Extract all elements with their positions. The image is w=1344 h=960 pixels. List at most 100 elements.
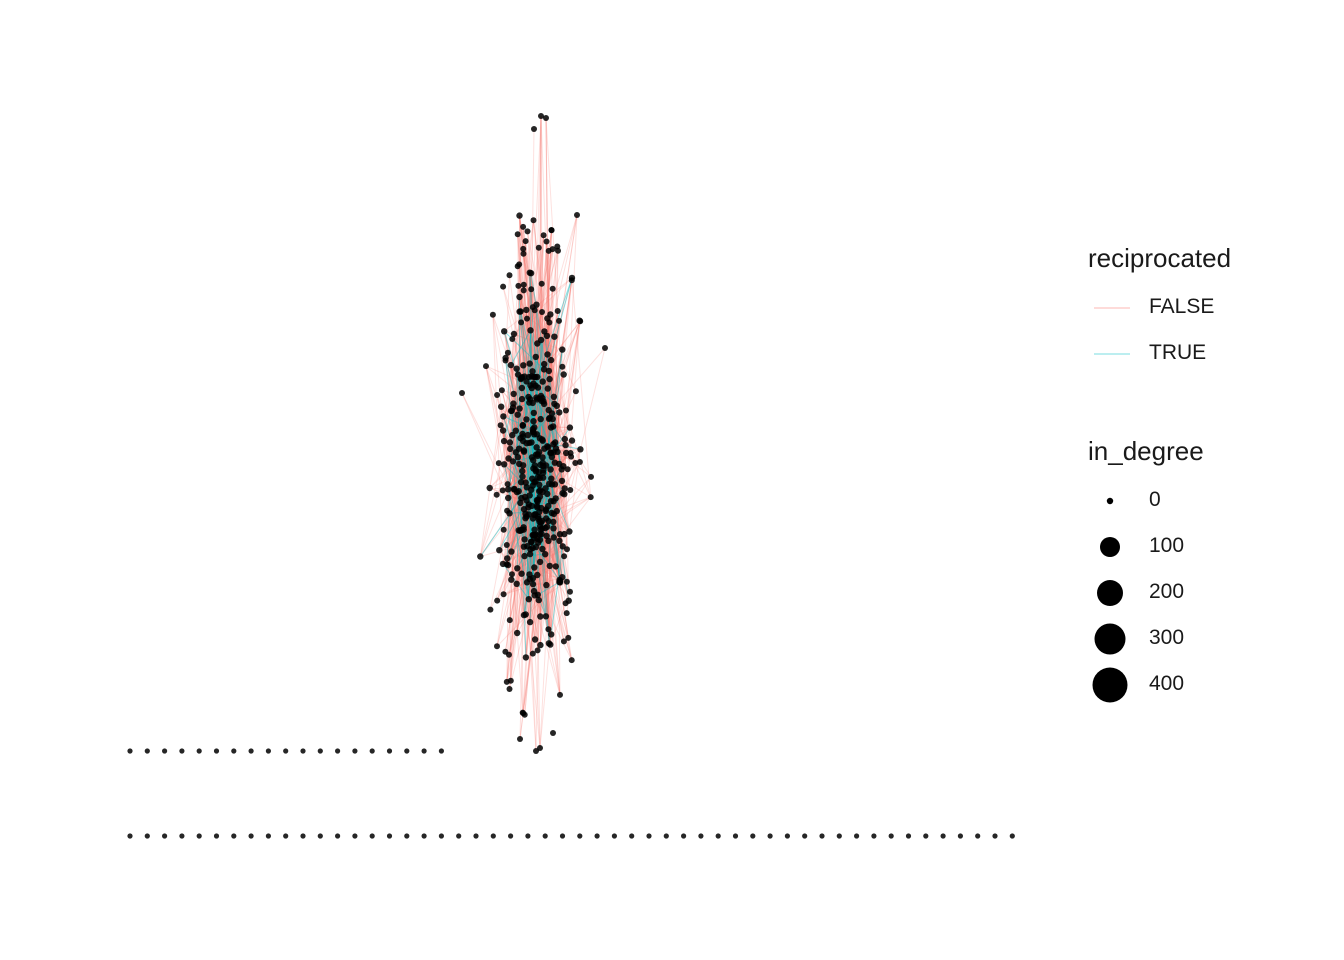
edge-unreciprocated	[529, 272, 548, 355]
edge-unreciprocated	[503, 546, 525, 595]
graph-node	[551, 333, 558, 340]
graph-node	[533, 431, 541, 438]
isolated-node	[888, 833, 894, 839]
edge-unreciprocated	[516, 311, 522, 634]
graph-node	[525, 596, 532, 603]
edge-unreciprocated	[535, 356, 551, 645]
edge-unreciprocated	[559, 469, 563, 583]
edge-unreciprocated	[506, 356, 537, 682]
edge-unreciprocated	[520, 272, 531, 531]
graph-node	[526, 439, 533, 447]
graph-node	[503, 678, 510, 685]
isolated-node	[594, 833, 600, 839]
graph-node	[568, 437, 576, 444]
isolated-node	[559, 833, 566, 839]
isolated-node	[127, 833, 133, 839]
edge-unreciprocated	[538, 463, 560, 513]
edge-unreciprocated	[541, 398, 563, 482]
isolated-node	[352, 748, 358, 754]
isolated-node	[231, 748, 237, 754]
graph-node	[547, 356, 555, 364]
edge-unreciprocated	[520, 250, 559, 379]
edge-unreciprocated	[539, 452, 567, 646]
graph-node	[563, 407, 569, 414]
graph-node	[517, 736, 523, 742]
edge-unreciprocated	[502, 220, 535, 431]
edge-unreciprocated	[529, 241, 547, 580]
graph-node	[528, 538, 535, 546]
graph-node	[508, 576, 515, 583]
graph-node	[518, 374, 526, 381]
isolated-node	[196, 748, 202, 754]
edge-reciprocated	[507, 451, 554, 490]
edge-unreciprocated	[513, 393, 517, 431]
legend-key-size-200	[1097, 580, 1123, 606]
edge-unreciprocated	[553, 336, 568, 550]
graph-node	[560, 371, 567, 378]
graph-node	[543, 532, 550, 540]
edge-unreciprocated	[532, 371, 566, 440]
edge-unreciprocated	[556, 451, 561, 695]
edge-reciprocated	[538, 339, 542, 485]
graph-node	[556, 317, 562, 324]
edge-unreciprocated	[496, 529, 525, 647]
graph-node	[568, 657, 575, 664]
graph-node	[520, 506, 528, 513]
edge-unreciprocated	[529, 115, 542, 364]
graph-node	[540, 400, 548, 408]
graph-node	[498, 403, 505, 410]
graph-node	[529, 532, 536, 539]
graph-node	[531, 307, 538, 314]
graph-node	[506, 686, 513, 692]
edge-unreciprocated	[507, 354, 548, 566]
graph-node	[547, 466, 554, 473]
edge-unreciprocated	[513, 463, 520, 489]
isolated-node	[144, 748, 150, 754]
graph-node	[512, 427, 519, 434]
edge-unreciprocated	[553, 320, 581, 538]
edge-unreciprocated	[506, 364, 545, 683]
graph-node	[529, 544, 536, 552]
graph-node	[504, 507, 511, 514]
edge-unreciprocated	[538, 518, 547, 601]
graph-node	[542, 485, 549, 492]
graph-node	[523, 416, 530, 423]
edge-unreciprocated	[553, 336, 560, 413]
graph-node	[563, 449, 570, 457]
edge-unreciprocated	[513, 277, 573, 335]
graph-node	[561, 553, 568, 560]
graph-node	[539, 309, 545, 315]
edge-unreciprocated	[479, 407, 514, 557]
graph-node	[520, 250, 527, 257]
graph-node	[521, 552, 528, 560]
isolated-node	[975, 833, 981, 839]
isolated-node	[629, 833, 635, 839]
edge-unreciprocated	[516, 568, 527, 615]
legend-item-degree-0: 0	[1088, 478, 1204, 524]
graph-node	[535, 596, 542, 604]
edge-unreciprocated	[503, 311, 522, 442]
edge-unreciprocated	[523, 440, 543, 451]
edge-unreciprocated	[479, 406, 502, 557]
edge-unreciprocated	[526, 487, 541, 749]
graph-node	[530, 217, 537, 224]
edge-unreciprocated	[542, 401, 549, 522]
graph-node	[602, 345, 608, 351]
edge-unreciprocated	[509, 488, 515, 514]
graph-node	[556, 537, 563, 544]
graph-node	[565, 634, 572, 641]
isolated-node	[663, 833, 669, 839]
graph-node	[506, 651, 512, 658]
graph-node	[538, 113, 544, 119]
graph-node	[540, 232, 547, 239]
node-layer	[127, 113, 1015, 839]
graph-node	[522, 479, 529, 486]
isolated-node	[767, 833, 773, 839]
edge-unreciprocated	[524, 322, 550, 498]
edge-unreciprocated	[502, 286, 555, 453]
edge-unreciprocated	[510, 491, 520, 580]
edge-reciprocated	[520, 378, 567, 446]
graph-node	[494, 643, 500, 650]
graph-node	[528, 286, 535, 293]
